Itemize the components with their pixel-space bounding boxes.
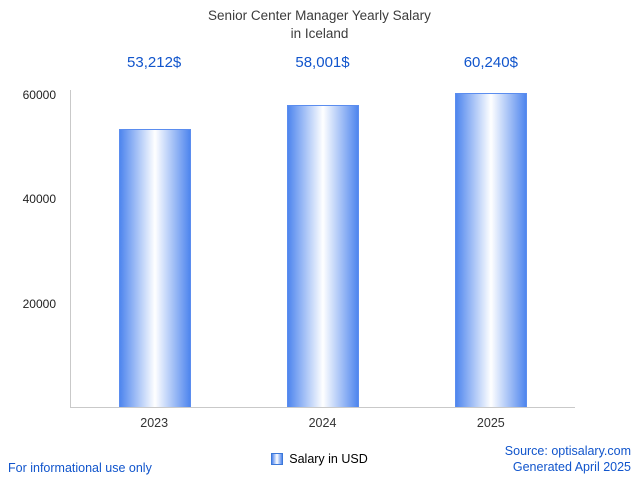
x-label-2024: 2024 xyxy=(308,416,337,430)
value-label-2023: 53,212$ xyxy=(127,54,182,71)
chart-title-line1: Senior Center Manager Yearly Salary xyxy=(208,8,431,23)
bar-2023 xyxy=(118,129,191,407)
value-labels-row: 53,212$ 58,001$ 60,240$ xyxy=(70,54,575,76)
value-label-2025: 60,240$ xyxy=(463,54,518,71)
source-block: Source: optisalary.com Generated April 2… xyxy=(505,443,631,476)
disclaimer-text: For informational use only xyxy=(8,461,152,475)
x-label-2023: 2023 xyxy=(140,416,169,430)
plot-area xyxy=(70,90,575,408)
x-label-2025: 2025 xyxy=(476,416,505,430)
chart-title: Senior Center Manager Yearly Salary in I… xyxy=(0,7,639,43)
legend-label: Salary in USD xyxy=(289,452,368,466)
legend: Salary in USD xyxy=(0,452,639,466)
value-label-2024: 58,001$ xyxy=(295,54,350,71)
source-text: Source: optisalary.com xyxy=(504,443,631,458)
y-axis-ticks: 20000 40000 60000 xyxy=(0,88,62,408)
x-axis-labels: 2023 2024 2025 xyxy=(70,416,575,432)
y-tick-20000: 20000 xyxy=(22,296,56,311)
bar-2025 xyxy=(454,92,527,407)
generated-text: Generated April 2025 xyxy=(512,459,631,474)
legend-swatch-icon xyxy=(271,453,284,465)
chart-title-line2: in Iceland xyxy=(290,26,349,42)
bar-2024 xyxy=(287,104,359,407)
y-tick-40000: 40000 xyxy=(22,192,56,207)
y-tick-60000: 60000 xyxy=(22,88,56,103)
